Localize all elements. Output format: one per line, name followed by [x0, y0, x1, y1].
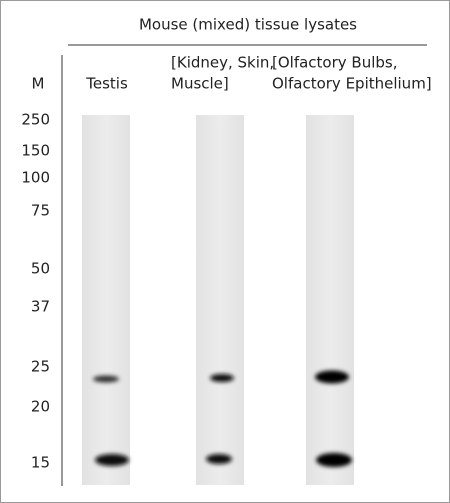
lane-label: [Olfactory Bulbs, — [272, 54, 398, 72]
bands — [93, 370, 352, 467]
marker-label: 15 — [31, 454, 50, 472]
lane-label: [Kidney, Skin, — [171, 54, 274, 72]
band — [316, 453, 352, 467]
lanes — [82, 115, 354, 485]
marker-label: 100 — [21, 169, 50, 187]
lane-strip — [196, 115, 244, 485]
lane-label: Muscle] — [171, 75, 229, 93]
marker-heading: M — [32, 75, 45, 93]
marker-label: 50 — [31, 260, 50, 278]
marker-label: 20 — [31, 398, 50, 416]
lane-strip — [306, 115, 354, 485]
header-title: Mouse (mixed) tissue lysates — [139, 16, 357, 34]
lane-label: Testis — [85, 75, 128, 93]
marker-labels: 250 150 100 75 50 37 25 20 15 — [21, 111, 50, 472]
marker-label: 25 — [31, 358, 50, 376]
marker-label: 250 — [21, 111, 50, 129]
band — [206, 454, 232, 464]
band — [315, 370, 349, 384]
band — [210, 374, 234, 382]
marker-label: 75 — [31, 202, 50, 220]
band — [95, 454, 129, 466]
marker-label: 37 — [31, 298, 50, 316]
marker-label: 150 — [21, 142, 50, 160]
lane-strip — [82, 115, 130, 485]
lane-label: Olfactory Epithelium] — [272, 75, 432, 93]
band — [93, 375, 119, 383]
